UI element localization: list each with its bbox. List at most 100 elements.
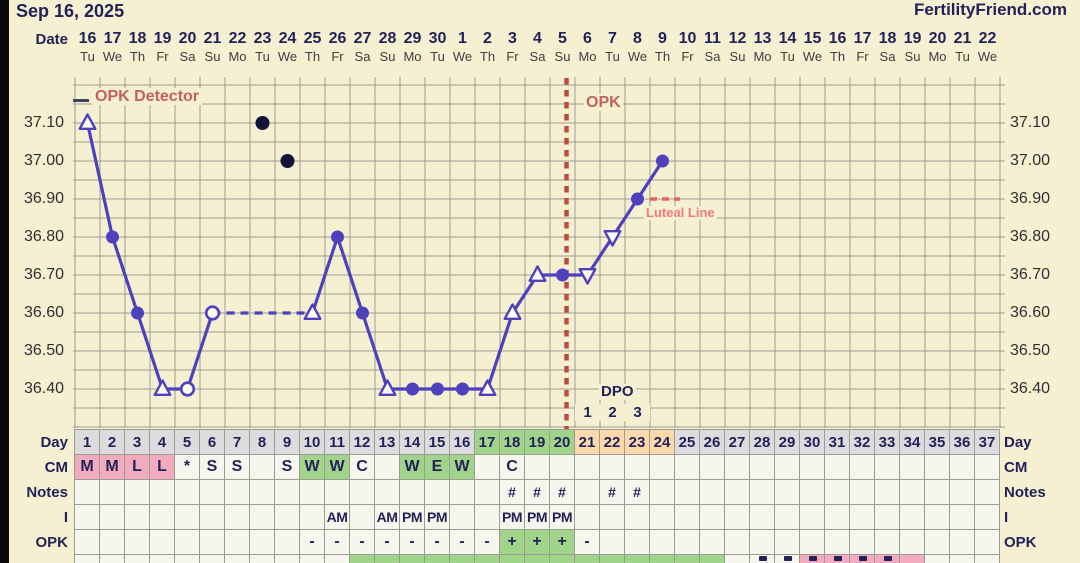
i-cell-day-1[interactable] (74, 504, 100, 530)
i-cell-day-3[interactable] (124, 504, 150, 530)
opk-cell-day-13[interactable]: - (374, 529, 400, 555)
opk-cell-day-7[interactable] (224, 529, 250, 555)
partial-cell-day-6[interactable] (199, 554, 225, 563)
notes-cell-day-35[interactable] (924, 479, 950, 505)
opk-cell-day-5[interactable] (174, 529, 200, 555)
cm-cell-day-22[interactable] (599, 454, 625, 480)
opk-cell-day-18[interactable]: + (499, 529, 525, 555)
partial-cell-day-3[interactable] (124, 554, 150, 563)
opk-cell-day-8[interactable] (249, 529, 275, 555)
notes-cell-day-5[interactable] (174, 479, 200, 505)
day-cell-day-27[interactable]: 27 (724, 429, 750, 455)
day-cell-day-19[interactable]: 19 (524, 429, 550, 455)
i-cell-day-19[interactable]: PM (524, 504, 550, 530)
day-cell-day-36[interactable]: 36 (949, 429, 975, 455)
day-cell-day-15[interactable]: 15 (424, 429, 450, 455)
cm-cell-day-18[interactable]: C (499, 454, 525, 480)
i-cell-day-18[interactable]: PM (499, 504, 525, 530)
day-cell-day-31[interactable]: 31 (824, 429, 850, 455)
notes-cell-day-24[interactable] (649, 479, 675, 505)
notes-cell-day-9[interactable] (274, 479, 300, 505)
i-cell-day-28[interactable] (749, 504, 775, 530)
partial-cell-day-7[interactable] (224, 554, 250, 563)
cm-cell-day-13[interactable] (374, 454, 400, 480)
temp-marker-day-6[interactable] (204, 305, 221, 321)
day-cell-day-11[interactable]: 11 (324, 429, 350, 455)
i-cell-day-16[interactable] (449, 504, 475, 530)
opk-cell-day-6[interactable] (199, 529, 225, 555)
partial-cell-day-17[interactable] (474, 554, 500, 563)
day-cell-day-25[interactable]: 25 (674, 429, 700, 455)
opk-cell-day-20[interactable]: + (549, 529, 575, 555)
opk-cell-day-17[interactable]: - (474, 529, 500, 555)
notes-cell-day-32[interactable] (849, 479, 875, 505)
notes-cell-day-20[interactable]: # (549, 479, 575, 505)
opk-cell-day-36[interactable] (949, 529, 975, 555)
notes-cell-day-33[interactable] (874, 479, 900, 505)
i-cell-day-15[interactable]: PM (424, 504, 450, 530)
cm-cell-day-17[interactable] (474, 454, 500, 480)
partial-cell-day-37[interactable] (974, 554, 1000, 563)
i-cell-day-26[interactable] (699, 504, 725, 530)
partial-cell-day-14[interactable] (399, 554, 425, 563)
notes-cell-day-28[interactable] (749, 479, 775, 505)
notes-cell-day-7[interactable] (224, 479, 250, 505)
cm-cell-day-6[interactable]: S (199, 454, 225, 480)
i-cell-day-9[interactable] (274, 504, 300, 530)
opk-cell-day-21[interactable]: - (574, 529, 600, 555)
i-cell-day-24[interactable] (649, 504, 675, 530)
temp-marker-day-4[interactable] (153, 379, 172, 396)
i-cell-day-4[interactable] (149, 504, 175, 530)
partial-cell-day-26[interactable] (699, 554, 725, 563)
notes-cell-day-37[interactable] (974, 479, 1000, 505)
cm-cell-day-4[interactable]: L (149, 454, 175, 480)
partial-cell-day-13[interactable] (374, 554, 400, 563)
opk-cell-day-32[interactable] (849, 529, 875, 555)
day-cell-day-4[interactable]: 4 (149, 429, 175, 455)
i-cell-day-23[interactable] (624, 504, 650, 530)
notes-cell-day-21[interactable] (574, 479, 600, 505)
notes-cell-day-16[interactable] (449, 479, 475, 505)
notes-cell-day-26[interactable] (699, 479, 725, 505)
day-cell-day-17[interactable]: 17 (474, 429, 500, 455)
i-cell-day-22[interactable] (599, 504, 625, 530)
temp-marker-day-5[interactable] (179, 381, 196, 397)
opk-cell-day-29[interactable] (774, 529, 800, 555)
opk-cell-day-10[interactable]: - (299, 529, 325, 555)
temp-marker-day-14[interactable] (406, 382, 419, 396)
partial-cell-day-8[interactable] (249, 554, 275, 563)
notes-cell-day-30[interactable] (799, 479, 825, 505)
cm-cell-day-1[interactable]: M (74, 454, 100, 480)
day-cell-day-30[interactable]: 30 (799, 429, 825, 455)
temp-marker-day-11[interactable] (331, 230, 344, 244)
day-cell-day-21[interactable]: 21 (574, 429, 600, 455)
day-cell-day-1[interactable]: 1 (74, 429, 100, 455)
cm-cell-day-2[interactable]: M (99, 454, 125, 480)
partial-cell-day-1[interactable] (74, 554, 100, 563)
cm-cell-day-32[interactable] (849, 454, 875, 480)
partial-cell-day-5[interactable] (174, 554, 200, 563)
day-cell-day-29[interactable]: 29 (774, 429, 800, 455)
notes-cell-day-11[interactable] (324, 479, 350, 505)
notes-cell-day-34[interactable] (899, 479, 925, 505)
partial-cell-day-20[interactable] (549, 554, 575, 563)
i-cell-day-17[interactable] (474, 504, 500, 530)
partial-cell-day-34[interactable] (899, 554, 925, 563)
notes-cell-day-15[interactable] (424, 479, 450, 505)
temp-marker-day-2[interactable] (106, 230, 119, 244)
notes-cell-day-13[interactable] (374, 479, 400, 505)
day-cell-day-6[interactable]: 6 (199, 429, 225, 455)
opk-cell-day-22[interactable] (599, 529, 625, 555)
opk-cell-day-23[interactable] (624, 529, 650, 555)
opk-cell-day-14[interactable]: - (399, 529, 425, 555)
temp-marker-day-21[interactable] (578, 268, 597, 285)
day-cell-day-35[interactable]: 35 (924, 429, 950, 455)
i-cell-day-27[interactable] (724, 504, 750, 530)
cm-cell-day-11[interactable]: W (324, 454, 350, 480)
cm-cell-day-23[interactable] (624, 454, 650, 480)
temp-marker-day-15[interactable] (431, 382, 444, 396)
partial-cell-day-27[interactable] (724, 554, 750, 563)
i-cell-day-5[interactable] (174, 504, 200, 530)
day-cell-day-32[interactable]: 32 (849, 429, 875, 455)
temp-marker-day-17[interactable] (478, 379, 497, 396)
